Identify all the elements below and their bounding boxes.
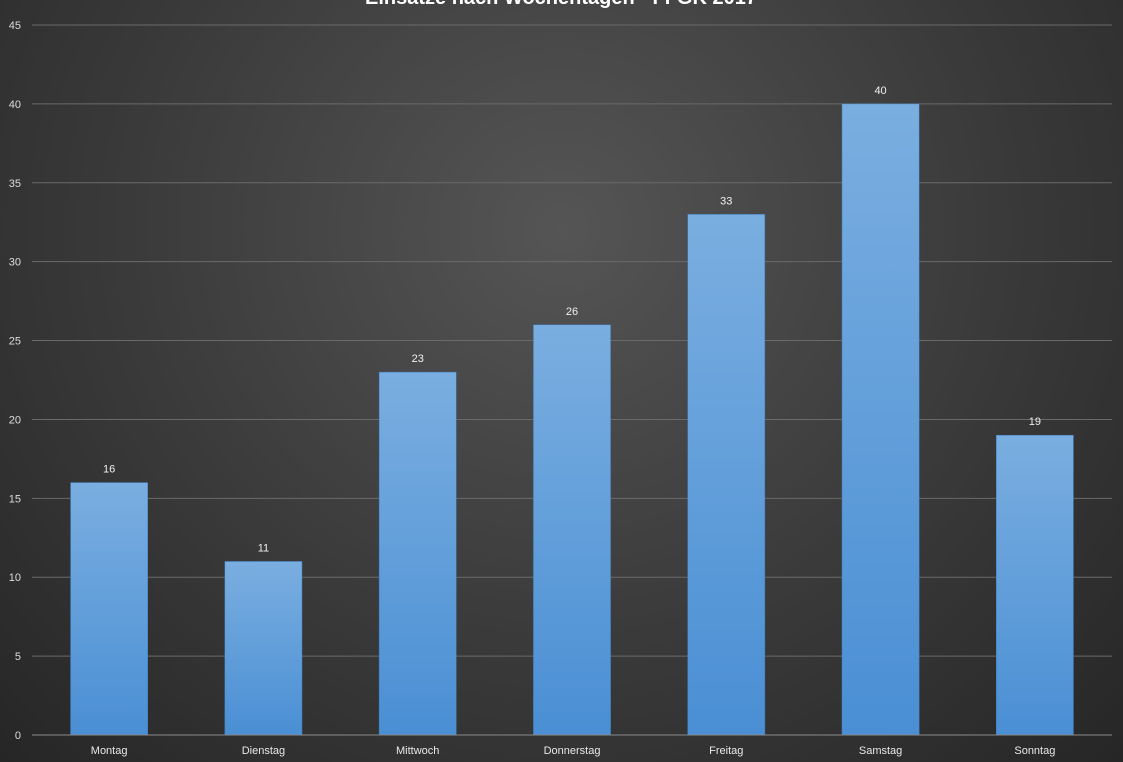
bar-sonntag	[996, 434, 1074, 736]
y-tick-label: 20	[9, 414, 21, 426]
data-label: 26	[566, 306, 578, 318]
x-axis-categories: Montag Dienstag Mittwoch Donnerstag Freitag S…	[91, 745, 1056, 757]
y-tick-label: 5	[15, 651, 21, 663]
y-tick-label: 35	[9, 178, 21, 190]
x-tick-label: Montag	[91, 745, 128, 757]
x-tick-label: Donnerstag	[544, 745, 601, 757]
bar-mittwoch	[378, 371, 457, 736]
y-axis-ticks: 0 5 10 15 20 25 30 35 40 45	[9, 20, 21, 742]
bar-freitag	[687, 214, 766, 736]
bar-montag	[70, 482, 148, 736]
y-tick-label: 30	[9, 257, 21, 269]
bars	[70, 103, 1074, 736]
data-label: 19	[1029, 416, 1041, 428]
y-tick-label: 40	[9, 99, 21, 111]
bar-donnerstag	[533, 324, 611, 736]
x-tick-label: Sonntag	[1014, 745, 1055, 757]
data-label: 23	[412, 353, 424, 365]
y-tick-label: 0	[15, 730, 21, 742]
data-label: 16	[103, 464, 115, 476]
y-tick-label: 10	[9, 572, 21, 584]
y-tick-label: 25	[9, 336, 21, 348]
bar-dienstag	[224, 561, 303, 736]
chart-title: Einsätze nach Wochentagen - FFGK 2017	[365, 0, 757, 9]
x-tick-label: Mittwoch	[396, 745, 439, 757]
data-label: 40	[874, 85, 886, 97]
bar-samstag	[841, 103, 920, 736]
x-tick-label: Samstag	[859, 745, 902, 757]
y-tick-label: 45	[9, 20, 21, 32]
data-labels: 16 11 23 26 33 40 19	[103, 85, 1041, 555]
y-tick-label: 15	[9, 493, 21, 505]
data-label: 11	[258, 542, 269, 554]
x-tick-label: Freitag	[709, 745, 743, 757]
x-tick-label: Dienstag	[242, 745, 285, 757]
data-label: 33	[720, 195, 732, 207]
